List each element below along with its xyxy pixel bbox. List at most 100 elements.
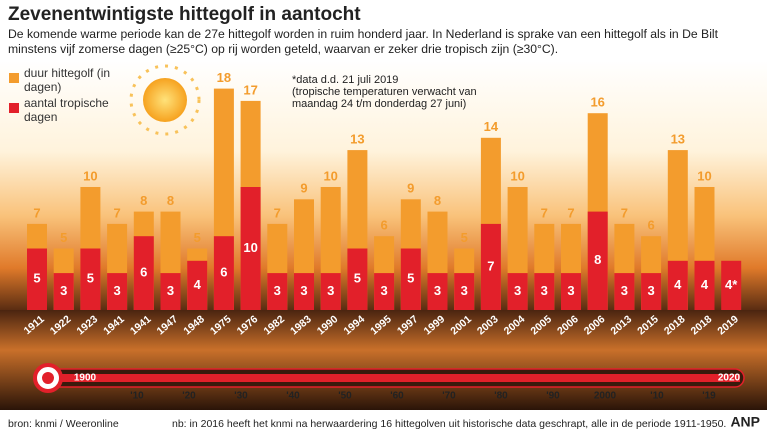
- timeline-label: '60: [390, 391, 404, 402]
- tropical-bar: [721, 260, 742, 310]
- value-label: 16: [590, 95, 604, 110]
- value-label: 8: [594, 252, 601, 267]
- subtitle-box: De komende warme periode kan de 27e hitt…: [8, 27, 718, 56]
- value-label: 3: [380, 283, 387, 298]
- value-label: 9: [300, 181, 307, 196]
- legend-swatch: [9, 103, 19, 113]
- tropical-bar: [133, 236, 154, 310]
- value-label: 3: [167, 283, 174, 298]
- note-line: *data d.d. 21 juli 2019: [292, 74, 398, 86]
- timeline-label: '40: [286, 391, 300, 402]
- value-label: 4: [674, 277, 682, 292]
- timeline-label: '10: [130, 391, 144, 402]
- value-label: 5: [87, 271, 94, 286]
- value-label: 7: [487, 258, 494, 273]
- tropical-bar: [80, 248, 101, 310]
- tropical-bar: [587, 211, 608, 310]
- legend-label: aantal tropische dagen: [24, 96, 109, 124]
- value-label: 3: [647, 283, 654, 298]
- timeline: [33, 363, 745, 393]
- value-label: 3: [461, 283, 468, 298]
- tropical-bar: [480, 223, 501, 310]
- value-label: 4: [701, 277, 709, 292]
- value-label: 6: [220, 265, 227, 280]
- value-label: 8: [140, 193, 147, 208]
- tropical-bar: [507, 273, 528, 310]
- tropical-bar: [160, 273, 181, 310]
- value-label: 5: [461, 230, 468, 245]
- value-label: 7: [274, 205, 281, 220]
- note: *data d.d. 21 juli 2019(tropische temper…: [292, 74, 477, 110]
- timeline-label: '70: [442, 391, 456, 402]
- value-label: 10: [323, 168, 337, 183]
- tropical-bar: [320, 273, 341, 310]
- value-label: 3: [541, 283, 548, 298]
- value-label: 3: [327, 283, 334, 298]
- tropical-bar: [400, 248, 421, 310]
- value-label: 7: [567, 205, 574, 220]
- legend: duur hittegolf (in dagen) aantal tropisc…: [9, 66, 111, 124]
- timeline-label: '90: [546, 391, 560, 402]
- timeline-label: 1900: [74, 373, 97, 384]
- value-label: 7: [33, 205, 40, 220]
- value-label: 9: [407, 181, 414, 196]
- value-label: 13: [350, 132, 364, 147]
- timeline-label: '30: [234, 391, 248, 402]
- value-label: 8: [167, 193, 174, 208]
- tropical-bar: [267, 273, 288, 310]
- tropical-bar: [107, 273, 128, 310]
- tropical-bar: [534, 273, 555, 310]
- value-label: 7: [541, 205, 548, 220]
- value-label: 5: [33, 271, 40, 286]
- value-label: 10: [697, 168, 711, 183]
- value-label: 5: [60, 230, 67, 245]
- value-label: 10: [510, 168, 524, 183]
- value-label: 6: [140, 265, 147, 280]
- tropical-bar: [347, 248, 368, 310]
- header-bg: [0, 0, 767, 62]
- tropical-bar: [561, 273, 581, 310]
- footnote: nb: in 2016 heeft het knmi na herwaarder…: [172, 418, 726, 430]
- timeline-label: '80: [494, 391, 508, 402]
- sea: [0, 310, 767, 410]
- source: bron: knmi / Weeronline: [8, 418, 119, 430]
- legend-text-box: aantal tropische dagen: [24, 96, 109, 124]
- value-label: 5: [354, 271, 361, 286]
- value-label: 5: [194, 230, 201, 245]
- tropical-bar: [27, 248, 47, 310]
- chart-title: Zevenentwintigste hittegolf in aantocht: [8, 4, 361, 25]
- tropical-bar: [694, 260, 715, 310]
- timeline-label: '19: [702, 391, 716, 402]
- tropical-bar: [213, 236, 234, 310]
- timeline-label: 2020: [718, 373, 741, 384]
- value-label: 18: [217, 70, 231, 85]
- sun-icon: [129, 64, 201, 136]
- value-label: 3: [514, 283, 521, 298]
- timeline-label: '50: [338, 391, 352, 402]
- note-line: maandag 24 t/m donderdag 27 juni): [292, 98, 466, 110]
- value-label: 10: [83, 168, 97, 183]
- tropical-bar: [294, 273, 314, 310]
- value-label: 3: [434, 283, 441, 298]
- tropical-bar: [374, 273, 395, 310]
- subtitle: De komende warme periode kan de 27e hitt…: [8, 27, 718, 56]
- value-label: 6: [380, 218, 387, 233]
- note-line: (tropische temperaturen verwacht van: [292, 86, 477, 98]
- value-label: 3: [60, 283, 67, 298]
- credit: ANP: [730, 414, 760, 430]
- value-label: 14: [484, 119, 499, 134]
- tropical-bar: [667, 260, 688, 310]
- value-label: 3: [113, 283, 120, 298]
- value-label: 13: [671, 132, 685, 147]
- value-label: 7: [113, 205, 120, 220]
- tropical-bar: [240, 187, 261, 310]
- tropical-bar: [427, 273, 448, 310]
- legend-label: duur hittegolf (in dagen): [24, 66, 111, 94]
- timeline-label: '20: [182, 391, 196, 402]
- value-label: 3: [621, 283, 628, 298]
- legend-text-box: duur hittegolf (in dagen): [24, 66, 111, 94]
- value-label: 10: [243, 240, 257, 255]
- value-label: 8: [434, 193, 441, 208]
- value-label: 7: [621, 205, 628, 220]
